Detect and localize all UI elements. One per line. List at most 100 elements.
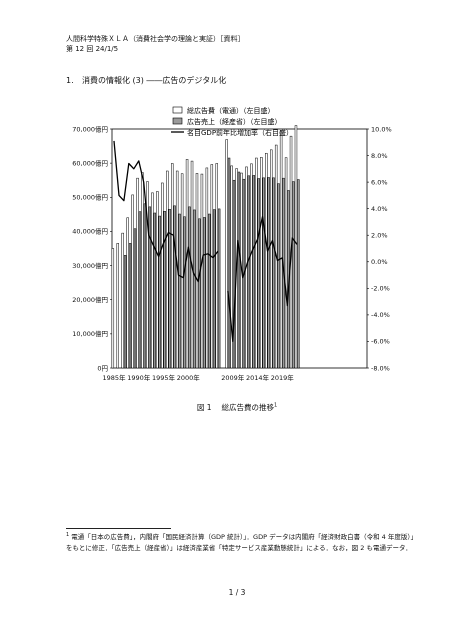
meti-bar bbox=[183, 216, 186, 369]
meti-bar bbox=[128, 243, 132, 369]
y-left-tick-label: 0円 bbox=[97, 364, 108, 372]
figure-caption-text: 総広告費の推移 bbox=[221, 403, 274, 412]
gdp-growth-line bbox=[113, 140, 219, 283]
x-tick-label: 2000年 bbox=[177, 373, 201, 382]
figure-footnote-mark: 1 bbox=[273, 402, 278, 409]
meti-bar bbox=[297, 179, 300, 369]
meti-bar bbox=[272, 177, 275, 369]
dentsu-bar bbox=[156, 191, 159, 369]
page-number: 1 / 3 bbox=[228, 588, 246, 597]
dentsu-bar bbox=[136, 177, 139, 369]
meti-bar bbox=[163, 211, 166, 369]
y-right-tick-label: 2.0% bbox=[371, 232, 388, 240]
dentsu-bar bbox=[121, 232, 124, 369]
footnote-rule bbox=[66, 528, 171, 529]
meti-bar bbox=[217, 208, 221, 369]
figure-caption: 図 1 総広告費の推移1 bbox=[0, 402, 474, 413]
meti-bar bbox=[198, 218, 201, 369]
x-tick-label: 2009年 bbox=[221, 373, 245, 382]
meti-bar bbox=[173, 205, 176, 369]
legend-label: 総広告費（電通）（左目盛） bbox=[187, 106, 275, 115]
legend-open-swatch bbox=[172, 106, 183, 114]
meti-bar bbox=[292, 181, 295, 369]
y-left-tick-label: 40,000億円 bbox=[72, 227, 108, 236]
meti-bar bbox=[262, 177, 265, 369]
dentsu-bar bbox=[200, 173, 204, 369]
dentsu-bar bbox=[111, 248, 115, 369]
y-right-tick-label: 4.0% bbox=[371, 205, 388, 213]
y-right-tick-label: -8.0% bbox=[371, 364, 390, 372]
dentsu-bar bbox=[250, 163, 253, 369]
dentsu-bar bbox=[265, 152, 268, 369]
meti-bar bbox=[257, 178, 260, 369]
y-right-tick-label: 8.0% bbox=[371, 152, 388, 160]
y-left-tick-label: 20,000億円 bbox=[72, 295, 108, 304]
y-left-tick-label: 60,000億円 bbox=[72, 158, 108, 167]
meti-bar bbox=[188, 206, 191, 369]
footnote-text: 電通「日本の広告費」，内閣府「国民経済計算（GDP 統計）」．GDP データは内… bbox=[66, 533, 414, 552]
meti-bar bbox=[178, 213, 181, 369]
meti-bar bbox=[267, 177, 270, 369]
figure-label: 図 1 bbox=[196, 403, 212, 412]
dentsu-bar bbox=[279, 130, 283, 369]
meti-bar bbox=[153, 212, 157, 369]
legend-gray-swatch bbox=[172, 117, 183, 125]
dentsu-bar bbox=[131, 194, 134, 369]
meti-bar bbox=[208, 213, 211, 369]
x-tick-label: 2019年 bbox=[271, 373, 295, 382]
meti-bar bbox=[168, 208, 171, 369]
dentsu-bar bbox=[161, 182, 164, 369]
y-right-tick-label: 6.0% bbox=[371, 178, 388, 186]
meti-bar bbox=[247, 175, 251, 369]
footnote-mark: 1 bbox=[66, 531, 70, 538]
y-right-tick-label: 0.0% bbox=[371, 258, 388, 266]
dentsu-bar bbox=[146, 181, 149, 369]
dentsu-bar bbox=[255, 157, 258, 369]
dentsu-bar bbox=[205, 167, 209, 369]
dentsu-bar bbox=[225, 139, 228, 369]
dentsu-bar bbox=[270, 149, 273, 369]
x-tick-label: 2014年 bbox=[246, 373, 270, 382]
y-right-tick-label: 10.0% bbox=[371, 125, 392, 133]
dentsu-bar bbox=[195, 173, 199, 369]
dentsu-bar bbox=[230, 165, 233, 369]
meti-bar bbox=[148, 206, 152, 369]
y-left-tick-label: 50,000億円 bbox=[72, 193, 108, 202]
meti-bar bbox=[232, 179, 236, 369]
dentsu-bar bbox=[260, 157, 263, 369]
x-tick-label: 1985年 bbox=[102, 373, 126, 382]
section-heading: 1. 消費の情報化 (3) ――広告のデジタル化 bbox=[66, 75, 226, 86]
dentsu-bar bbox=[151, 192, 154, 369]
dentsu-bar bbox=[215, 163, 219, 369]
course-header: 人間科学特殊ＸＬＡ（消費社会学の理論と実証）［資料］ bbox=[66, 35, 245, 43]
section-number: 1. bbox=[66, 76, 74, 85]
dentsu-bar bbox=[210, 164, 214, 369]
dentsu-bar bbox=[294, 125, 298, 369]
dentsu-bar bbox=[284, 157, 288, 369]
dentsu-bar bbox=[180, 173, 184, 369]
y-right-tick-label: -2.0% bbox=[371, 285, 390, 293]
dentsu-bar bbox=[126, 217, 129, 369]
dentsu-bar bbox=[141, 172, 144, 369]
y-right-tick-label: -4.0% bbox=[371, 311, 390, 319]
meti-bar bbox=[227, 157, 231, 369]
meti-bar bbox=[203, 217, 206, 369]
session-header: 第 12 回 24/1/5 bbox=[66, 45, 119, 53]
y-right-tick-label: -6.0% bbox=[371, 338, 390, 346]
meti-bar bbox=[138, 211, 142, 369]
meti-bar bbox=[252, 175, 256, 369]
meti-bar bbox=[237, 171, 241, 369]
meti-bar bbox=[277, 183, 280, 369]
legend-label: 広告売上（経産省）（左目盛） bbox=[187, 117, 282, 126]
legend-label: 名目GDP前年比増加率（右目盛） bbox=[187, 128, 293, 137]
gdp-growth-line bbox=[227, 215, 298, 343]
dentsu-bar bbox=[116, 243, 120, 369]
dentsu-bar bbox=[171, 163, 174, 369]
meti-bar bbox=[158, 215, 161, 369]
meti-bar bbox=[143, 203, 147, 369]
y-left-tick-label: 30,000億円 bbox=[72, 261, 108, 270]
meti-bar bbox=[133, 228, 137, 369]
section-title: 消費の情報化 (3) ――広告のデジタル化 bbox=[82, 76, 227, 85]
x-tick-label: 1990年 bbox=[127, 373, 151, 382]
